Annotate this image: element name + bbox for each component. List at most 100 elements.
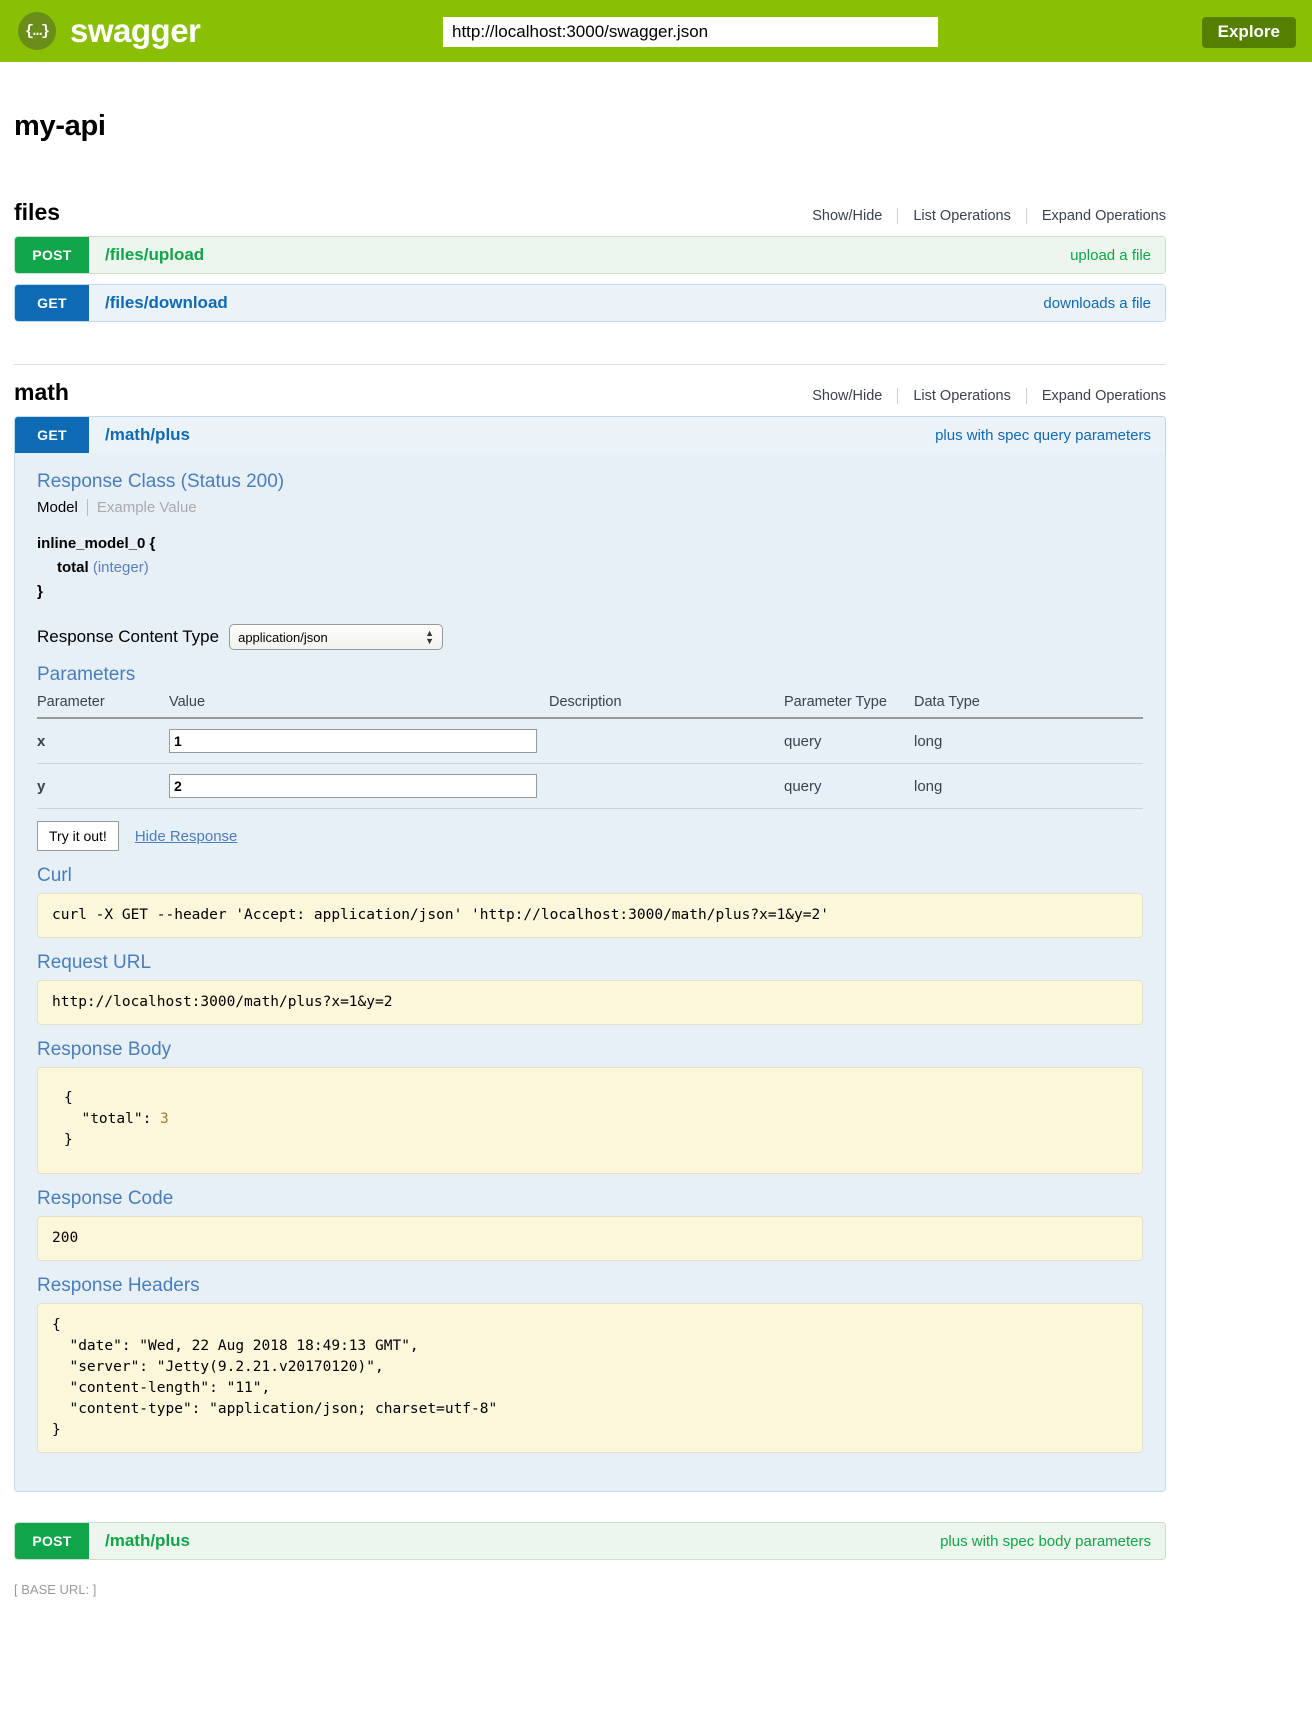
- resource-op-links: Show/Hide List Operations Expand Operati…: [812, 388, 1166, 404]
- operation-path[interactable]: /math/plus: [105, 1531, 191, 1551]
- response-body-heading: Response Body: [37, 1039, 172, 1061]
- brand-name: swagger: [70, 12, 201, 49]
- operation-post-math-plus[interactable]: POST /math/plus plus with spec body para…: [14, 1522, 1166, 1561]
- operation-summary[interactable]: plus with spec body parameters: [940, 1532, 1151, 1550]
- operation-header[interactable]: POST /math/plus plus with spec body para…: [15, 1523, 1165, 1560]
- response-headers-code-block: { "date": "Wed, 22 Aug 2018 18:49:13 GMT…: [37, 1303, 1143, 1454]
- operation-header[interactable]: GET /math/plus plus with spec query para…: [15, 417, 1165, 453]
- table-row: x query long: [37, 718, 1143, 764]
- request-url-code-block: http://localhost:3000/math/plus?x=1&y=2: [37, 980, 1143, 1026]
- page-content: my-api files Show/Hide List Operations E…: [0, 110, 1180, 1611]
- spacer: [14, 1502, 1166, 1522]
- parameters-table: Parameter Value Description Parameter Ty…: [37, 692, 1143, 809]
- chevron-updown-icon: ▲ ▼: [425, 628, 435, 646]
- response-content-type-label: Response Content Type: [37, 627, 220, 646]
- top-bar: {…} swagger Explore: [0, 0, 1312, 62]
- tab-model[interactable]: Model: [37, 499, 88, 516]
- resource-header: files Show/Hide List Operations Expand O…: [14, 185, 1166, 236]
- swagger-logo-icon: {…}: [18, 12, 56, 50]
- param-description: [549, 763, 784, 809]
- request-url-heading: Request URL: [37, 952, 152, 974]
- try-it-out-button[interactable]: Try it out!: [37, 821, 119, 851]
- table-header-row: Parameter Value Description Parameter Ty…: [37, 692, 1143, 719]
- column-data-type: Data Type: [914, 692, 1143, 719]
- model-tab-strip: Model Example Value: [37, 499, 1143, 516]
- list-operations-link-files[interactable]: List Operations: [898, 208, 1027, 224]
- resource-math: math Show/Hide List Operations Expand Op…: [14, 364, 1166, 1561]
- response-content-type-select[interactable]: application/json ▲ ▼: [229, 624, 444, 650]
- param-description: [549, 718, 784, 764]
- parameters-heading: Parameters: [37, 664, 136, 685]
- operation-summary[interactable]: downloads a file: [1043, 294, 1151, 312]
- param-value-cell: [169, 718, 549, 764]
- response-content-type-value: application/json: [238, 629, 328, 645]
- param-name: x: [37, 718, 169, 764]
- param-type: query: [784, 718, 914, 764]
- expand-operations-link-files[interactable]: Expand Operations: [1041, 208, 1166, 224]
- footer-colon: :: [85, 1582, 93, 1598]
- resource-files: files Show/Hide List Operations Expand O…: [14, 185, 1166, 322]
- footer-base-url: [ BASE URL: ]: [14, 1582, 1166, 1611]
- operation-header[interactable]: POST /files/upload upload a file: [15, 237, 1165, 273]
- curl-heading: Curl: [37, 865, 72, 886]
- resource-header: math Show/Hide List Operations Expand Op…: [14, 365, 1166, 416]
- operation-header[interactable]: GET /files/download downloads a file: [15, 285, 1165, 321]
- method-badge: GET: [15, 417, 89, 453]
- response-body-code-block: { "total": 3 }: [37, 1067, 1143, 1175]
- hide-response-link[interactable]: Hide Response: [134, 827, 238, 845]
- resource-name-files[interactable]: files: [14, 199, 61, 225]
- model-name: inline_model_0 {: [37, 535, 156, 552]
- response-content-type-row: Response Content Type application/json ▲…: [37, 624, 1143, 650]
- model-property-name: total: [57, 559, 89, 576]
- response-body-close: }: [64, 1132, 73, 1149]
- param-value-cell: [169, 763, 549, 809]
- model-signature: inline_model_0 { total (integer) }: [37, 532, 1143, 604]
- model-close-brace: }: [37, 583, 43, 600]
- explore-button[interactable]: Explore: [1201, 17, 1296, 48]
- param-input-x[interactable]: [169, 729, 537, 753]
- operation-path[interactable]: /files/download: [105, 293, 228, 312]
- tab-example-value[interactable]: Example Value: [96, 499, 197, 516]
- method-badge: POST: [15, 1523, 89, 1560]
- response-code-heading: Response Code: [37, 1188, 174, 1210]
- response-headers-heading: Response Headers: [37, 1275, 200, 1297]
- param-type: query: [784, 763, 914, 809]
- response-class-heading: Response Class (Status 200): [37, 471, 285, 492]
- column-parameter-type: Parameter Type: [784, 692, 914, 719]
- footer-close-bracket: ]: [92, 1582, 97, 1598]
- operation-summary[interactable]: plus with spec query parameters: [935, 426, 1151, 444]
- response-body-value: 3: [160, 1111, 169, 1128]
- operation-details: Response Class (Status 200) Model Example…: [15, 453, 1165, 1492]
- operation-get-files-download[interactable]: GET /files/download downloads a file: [14, 284, 1166, 322]
- page-title: my-api: [14, 110, 106, 142]
- method-badge: GET: [15, 285, 89, 321]
- spec-url-input[interactable]: [443, 17, 938, 47]
- column-description: Description: [549, 692, 784, 719]
- footer-open-bracket: [: [14, 1582, 18, 1598]
- show-hide-link-files[interactable]: Show/Hide: [812, 208, 899, 224]
- brand[interactable]: {…} swagger: [18, 12, 201, 50]
- curl-code-block: curl -X GET --header 'Accept: applicatio…: [37, 893, 1143, 939]
- response-code-block: 200: [37, 1216, 1143, 1262]
- response-body-open: {: [64, 1090, 73, 1107]
- expand-operations-link-math[interactable]: Expand Operations: [1041, 388, 1166, 404]
- operation-summary[interactable]: upload a file: [1070, 246, 1151, 264]
- column-value: Value: [169, 692, 549, 719]
- method-badge: POST: [15, 237, 89, 273]
- submit-row: Try it out! Hide Response: [37, 821, 1143, 851]
- param-data-type: long: [914, 718, 1143, 764]
- param-data-type: long: [914, 763, 1143, 809]
- resource-name-math[interactable]: math: [14, 379, 69, 405]
- footer-base-url-label: BASE URL: [21, 1582, 86, 1598]
- show-hide-link-math[interactable]: Show/Hide: [812, 388, 899, 404]
- model-property-type: (integer): [92, 559, 149, 576]
- operation-path[interactable]: /files/upload: [105, 245, 205, 264]
- resource-op-links: Show/Hide List Operations Expand Operati…: [812, 208, 1166, 224]
- operation-post-files-upload[interactable]: POST /files/upload upload a file: [14, 236, 1166, 274]
- column-parameter: Parameter: [37, 692, 169, 719]
- response-body-key: "total":: [64, 1111, 161, 1128]
- operation-get-math-plus[interactable]: GET /math/plus plus with spec query para…: [14, 416, 1166, 1493]
- param-input-y[interactable]: [169, 774, 537, 798]
- list-operations-link-math[interactable]: List Operations: [898, 388, 1027, 404]
- operation-path[interactable]: /math/plus: [105, 425, 191, 444]
